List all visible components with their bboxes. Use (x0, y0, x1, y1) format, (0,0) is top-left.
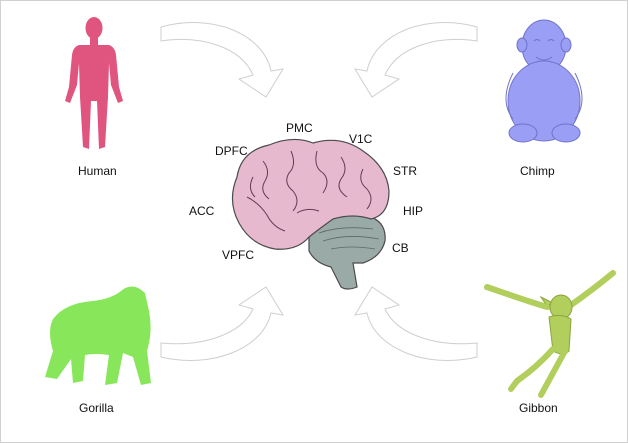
region-label-cb: CB (392, 241, 409, 255)
region-label-str: STR (393, 164, 417, 178)
chimp-silhouette (505, 19, 583, 143)
species-label-human: Human (78, 164, 117, 178)
arrow-gorilla-to-brain (160, 286, 284, 361)
region-label-acc: ACC (189, 204, 215, 218)
species-label-gorilla: Gorilla (79, 401, 114, 415)
species-label-gibbon: Gibbon (519, 401, 558, 415)
gorilla-silhouette (45, 286, 151, 385)
region-label-v1c: V1C (349, 132, 373, 146)
region-label-hip: HIP (403, 204, 424, 218)
arrow-chimp-to-brain (354, 22, 478, 98)
arrow-human-to-brain (160, 22, 284, 98)
region-label-dpfc: DPFC (215, 144, 248, 158)
species-label-chimp: Chimp (520, 164, 555, 178)
region-label-pmc: PMC (286, 121, 313, 135)
region-label-vpfc: VPFC (222, 248, 255, 262)
human-silhouette (65, 17, 123, 149)
brain-illustration (231, 138, 390, 290)
arrow-gibbon-to-brain (354, 286, 478, 361)
gibbon-silhouette (484, 270, 616, 398)
